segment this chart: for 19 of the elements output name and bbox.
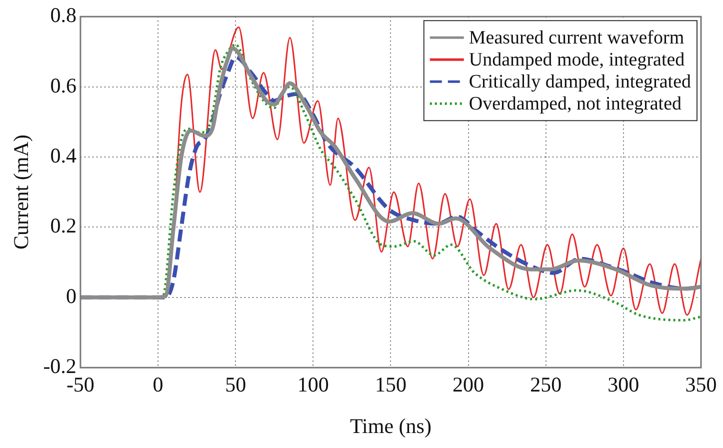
x-tick-label: 200 <box>452 372 484 397</box>
legend-label: Undamped mode, integrated <box>468 50 686 71</box>
x-tick-label: 150 <box>374 372 406 397</box>
legend-label: Critically damped, integrated <box>468 72 692 93</box>
y-tick-label: 0.4 <box>50 144 77 168</box>
x-tick-label: 250 <box>530 372 562 397</box>
y-axis-title: Current (mA) <box>9 134 34 250</box>
x-tick-label: 350 <box>685 372 717 397</box>
x-tick-label: 50 <box>225 372 246 397</box>
y-tick-label: 0 <box>66 284 76 308</box>
legend-label: Measured current waveform <box>468 28 684 49</box>
y-tick-label: 0.8 <box>50 3 76 28</box>
x-tick-label: 0 <box>152 372 164 397</box>
x-tick-label: 100 <box>297 372 329 397</box>
x-tick-label: 300 <box>608 372 640 397</box>
x-axis-title: Time (ns) <box>350 414 432 438</box>
y-tick-label: 0.2 <box>50 214 76 238</box>
legend-label: Overdamped, not integrated <box>468 94 682 115</box>
y-tick-label: 0.6 <box>50 73 76 98</box>
